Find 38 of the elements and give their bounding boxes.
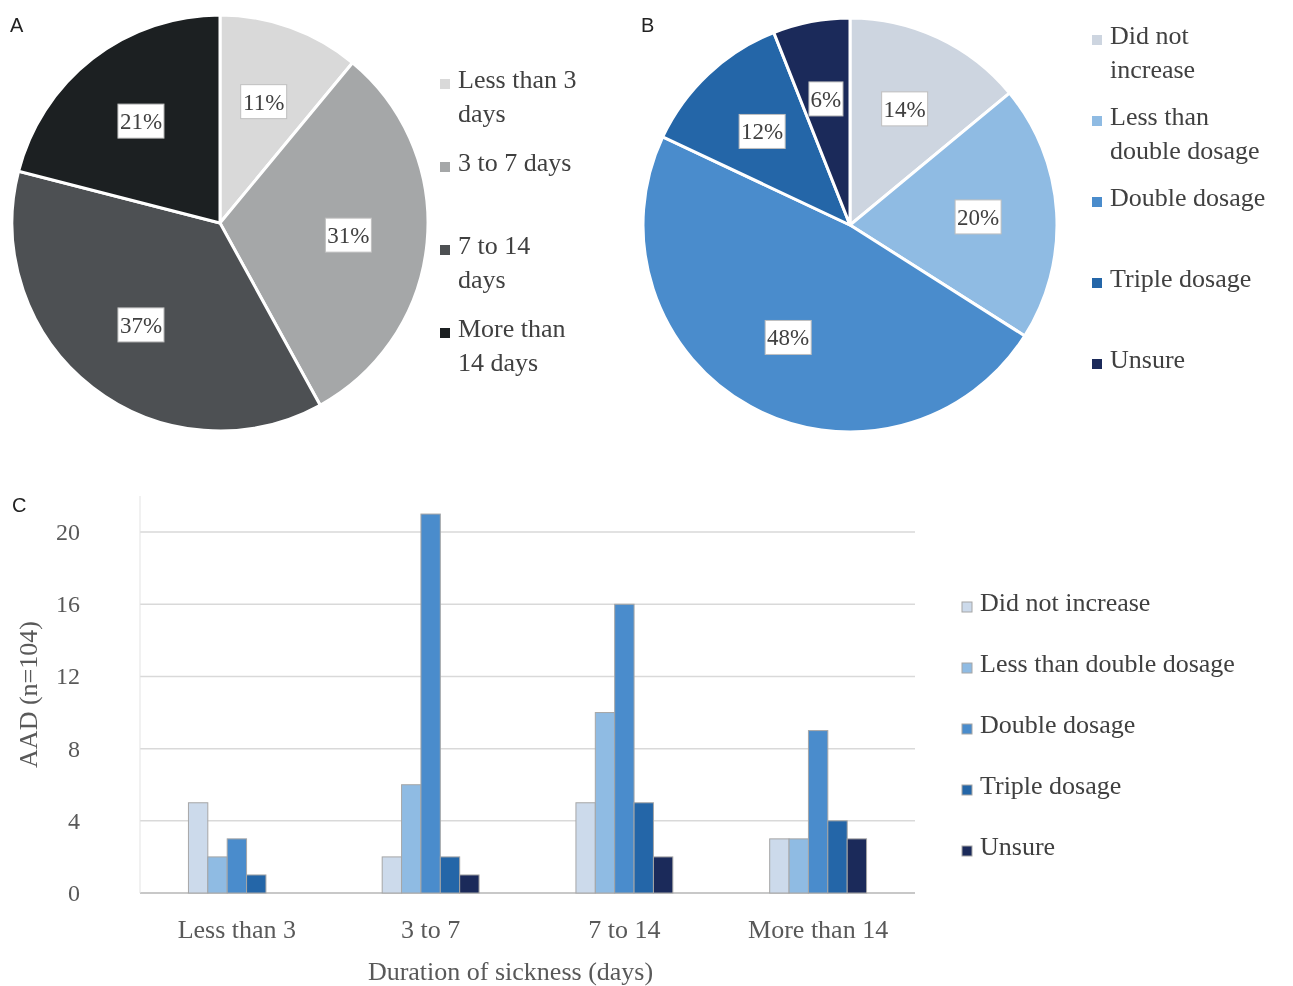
chart-title: C — [12, 494, 27, 516]
data-label: 37% — [119, 312, 163, 338]
x-axis-title: Duration of sickness (days) — [367, 957, 654, 986]
data-label: 12% — [741, 119, 784, 145]
y-axis-title: AAD (n=104) — [14, 621, 43, 768]
data-label: 6% — [810, 86, 842, 112]
data-label: 20% — [957, 204, 1000, 230]
legend-label: Double dosage — [1110, 183, 1266, 212]
x-tick-label: 7 to 14 — [588, 915, 661, 944]
y-tick-label: 20 — [56, 519, 80, 546]
x-tick-label: Less than 3 — [177, 915, 297, 944]
legend-label: Less than double dosage — [1110, 102, 1260, 165]
data-label: 11% — [243, 89, 285, 115]
y-tick-label: 8 — [68, 735, 80, 762]
y-tick-label: 12 — [56, 663, 80, 690]
data-label: 31% — [327, 223, 370, 249]
legend-label: Unsure — [1110, 345, 1186, 374]
legend-label: Triple dosage — [1110, 264, 1252, 293]
legend-label: Double dosage — [980, 710, 1136, 739]
legend-label: Did not increase — [980, 588, 1151, 617]
x-tick-label: 3 to 7 — [401, 915, 461, 944]
x-tick-label: More than 14 — [748, 915, 889, 944]
y-tick-label: 16 — [56, 591, 80, 618]
legend-label: 3 to 7 days — [458, 148, 572, 177]
data-label: 21% — [119, 109, 163, 135]
legend-label: Less than 3 days — [458, 65, 577, 128]
legend-label: Unsure — [980, 832, 1056, 861]
chart-title: B — [641, 14, 655, 36]
legend-label: More than 14 days — [458, 314, 566, 377]
chart-title: A — [10, 14, 24, 36]
legend-label: Less than double dosage — [980, 649, 1235, 678]
legend-label: Triple dosage — [980, 771, 1122, 800]
legend-label: Did not increase — [1110, 21, 1196, 84]
legend-label: 7 to 14 days — [458, 231, 531, 294]
data-label: 14% — [883, 96, 926, 122]
data-label: 48% — [767, 325, 810, 351]
y-tick-label: 0 — [68, 880, 80, 906]
y-tick-label: 4 — [68, 807, 80, 834]
